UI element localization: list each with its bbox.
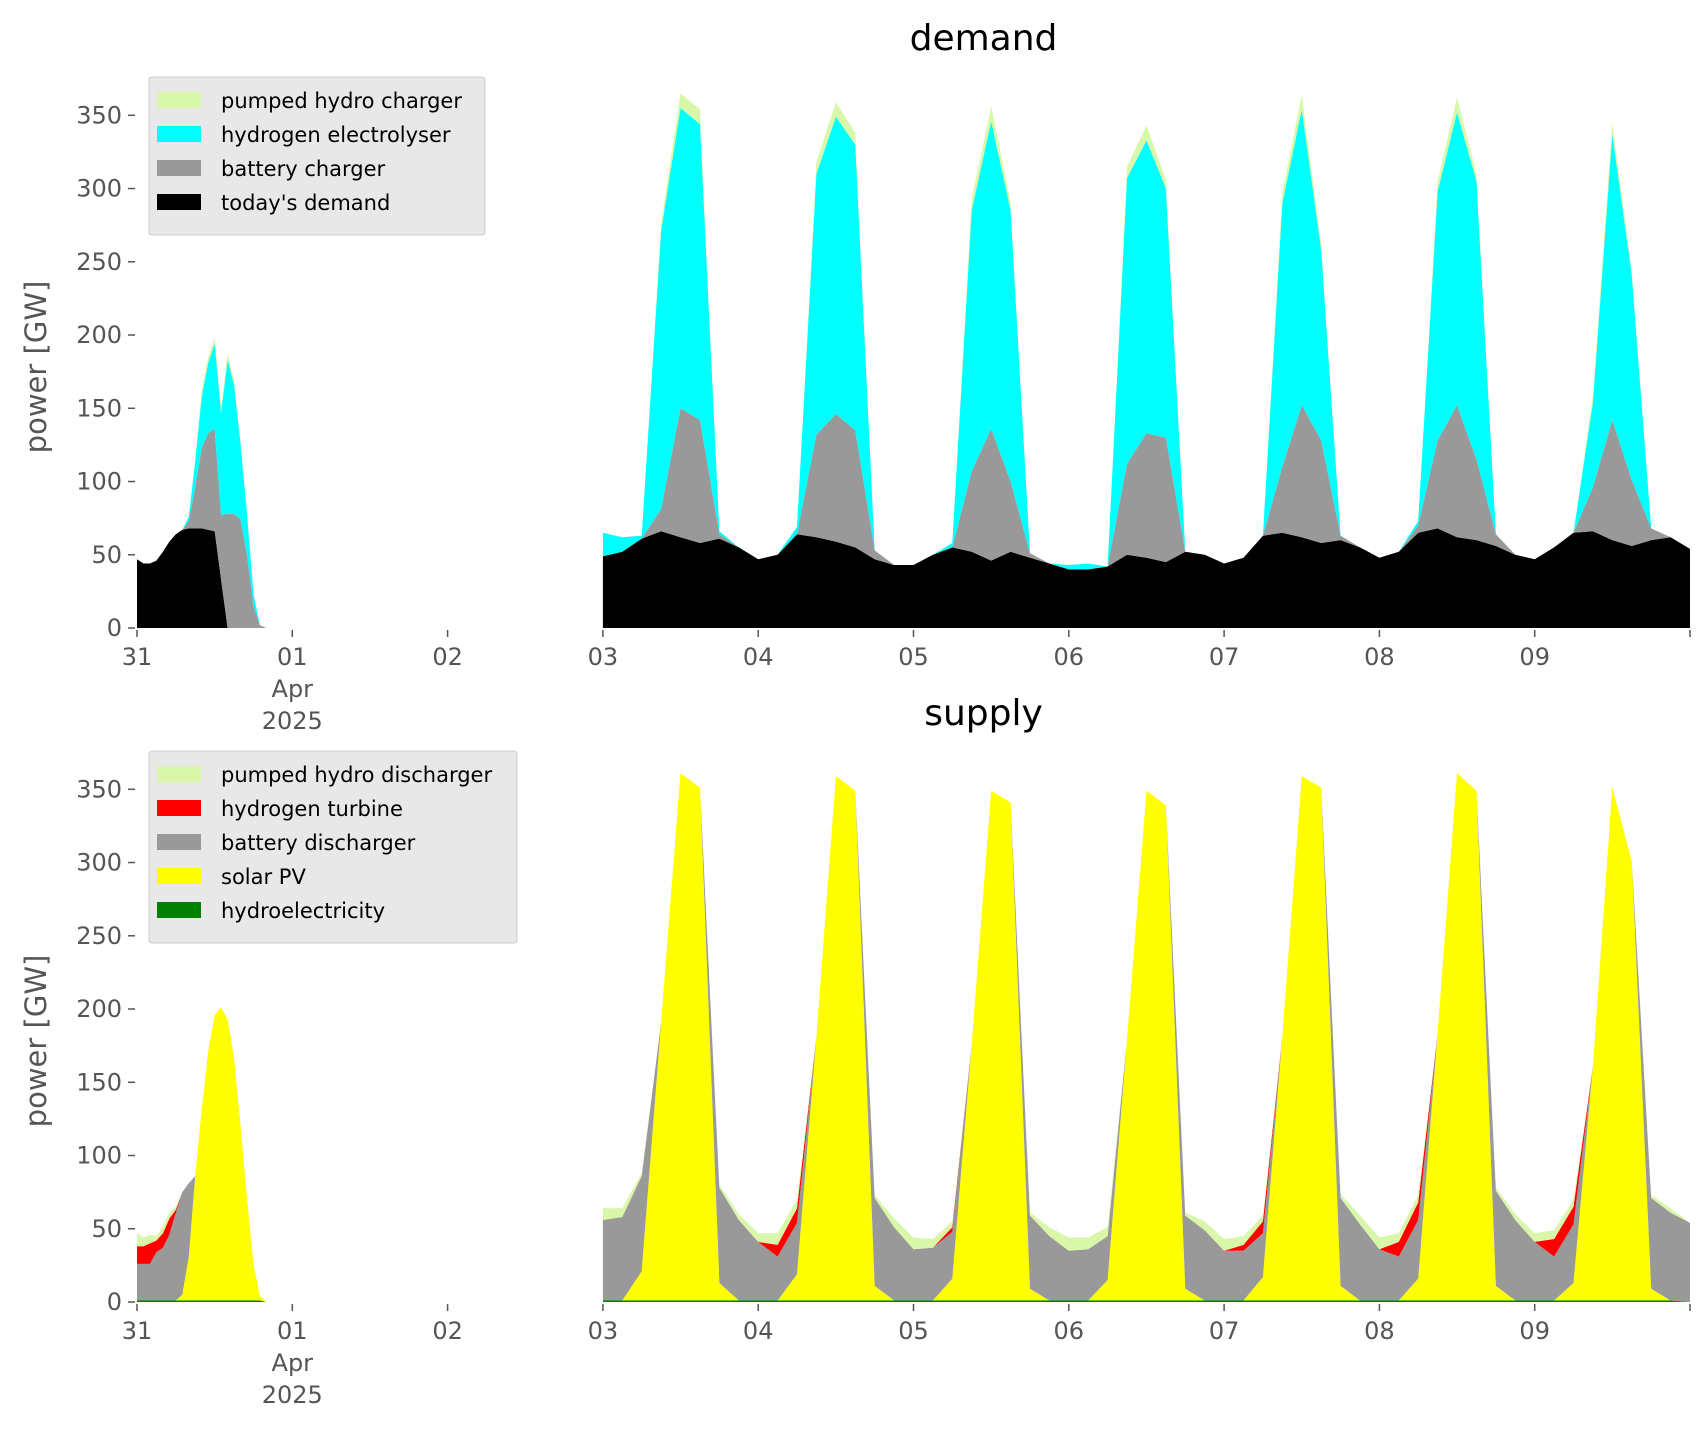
y-axis-label: power [GW]: [19, 281, 53, 454]
y-tick-label: 150: [76, 394, 122, 422]
y-tick-label: 50: [91, 1215, 122, 1243]
area-hydroelectricity-segment-0: [137, 1300, 267, 1302]
y-tick-label: 200: [76, 321, 122, 349]
area-hydroelectricity-segment-1: [602, 1300, 1690, 1302]
x-tick-label: 02: [432, 643, 463, 671]
x-tick-label: 04: [743, 643, 774, 671]
y-tick-label: 150: [76, 1068, 122, 1096]
legend-swatch-hydrogen-turbine: [157, 800, 201, 816]
x-tick-label: 01: [277, 643, 308, 671]
y-tick-label: 50: [91, 541, 122, 569]
area-solar-pv-segment-0: [137, 1007, 267, 1302]
legend-swatch-hydroelectricity: [157, 902, 201, 918]
y-tick-label: 350: [76, 775, 122, 803]
legend-swatch-today-s-demand: [157, 194, 201, 210]
x-tick-label: 03: [588, 643, 619, 671]
x-tick-label: 08: [1364, 643, 1395, 671]
x-tick-label: 08: [1364, 1317, 1395, 1345]
x-tick-sublabel: Apr: [272, 675, 314, 703]
x-tick-label: 04: [743, 1317, 774, 1345]
y-tick-label: 250: [76, 922, 122, 950]
legend-label-pumped-hydro-charger: pumped hydro charger: [221, 89, 462, 113]
area-hydrogen-electrolyser-segment-0: [137, 343, 267, 628]
x-tick-label: 09: [1519, 643, 1550, 671]
x-tick-label: 03: [588, 1317, 619, 1345]
y-tick-label: 0: [107, 614, 122, 642]
legend-box: [148, 76, 486, 236]
x-tick-label: 07: [1209, 643, 1240, 671]
area-battery-discharger-segment-0: [137, 1007, 267, 1302]
legend-label-battery-charger: battery charger: [221, 157, 386, 181]
area-battery-charger-segment-1: [602, 405, 1690, 570]
area-today-s-demand-segment-0: [137, 528, 267, 628]
legend-label-today-s-demand: today's demand: [221, 191, 390, 215]
y-tick-label: 350: [76, 101, 122, 129]
legend-label-solar-pv: solar PV: [221, 865, 306, 889]
area-battery-charger-segment-0: [137, 428, 267, 628]
x-tick-label: 01: [277, 1317, 308, 1345]
y-axis-label: power [GW]: [19, 955, 53, 1128]
x-tick-label: 05: [898, 643, 929, 671]
area-hydrogen-turbine-segment-0: [137, 1007, 267, 1302]
y-tick-label: 0: [107, 1288, 122, 1316]
legend-label-hydrogen-turbine: hydrogen turbine: [221, 797, 403, 821]
chart-title: supply: [924, 693, 1043, 734]
area-hydrogen-electrolyser-segment-1: [602, 108, 1690, 570]
legend-label-pumped-hydro-discharger: pumped hydro discharger: [221, 763, 492, 787]
y-tick-label: 200: [76, 995, 122, 1023]
x-tick-sublabel: 2025: [262, 1381, 323, 1409]
legend-swatch-battery-discharger: [157, 834, 201, 850]
legend-swatch-solar-pv: [157, 868, 201, 884]
x-tick-label: 05: [898, 1317, 929, 1345]
legend-label-battery-discharger: battery discharger: [221, 831, 416, 855]
x-tick-label: 02: [432, 1317, 463, 1345]
legend-box: [148, 750, 518, 944]
x-tick-label: 09: [1519, 1317, 1550, 1345]
x-tick-sublabel: Apr: [272, 1349, 314, 1377]
y-tick-label: 250: [76, 248, 122, 276]
legend-label-hydroelectricity: hydroelectricity: [221, 899, 385, 923]
x-tick-label: 31: [122, 1317, 153, 1345]
x-tick-label: 31: [122, 643, 153, 671]
area-today-s-demand-segment-1: [602, 528, 1690, 628]
x-tick-label: 07: [1209, 1317, 1240, 1345]
y-tick-label: 300: [76, 849, 122, 877]
x-tick-label: 06: [1054, 643, 1085, 671]
area-solar-pv-segment-1: [602, 773, 1690, 1302]
x-tick-sublabel: 2025: [262, 707, 323, 735]
x-tick-label: 06: [1054, 1317, 1085, 1345]
area-pumped-hydro-charger-segment-0: [137, 338, 267, 628]
legend-swatch-pumped-hydro-discharger: [157, 766, 201, 782]
legend-label-hydrogen-electrolyser: hydrogen electrolyser: [221, 123, 451, 147]
y-tick-label: 300: [76, 175, 122, 203]
legend-swatch-hydrogen-electrolyser: [157, 126, 201, 142]
y-tick-label: 100: [76, 468, 122, 496]
legend-swatch-battery-charger: [157, 160, 201, 176]
legend-swatch-pumped-hydro-charger: [157, 92, 201, 108]
chart-title: demand: [910, 18, 1058, 59]
y-tick-label: 100: [76, 1142, 122, 1170]
